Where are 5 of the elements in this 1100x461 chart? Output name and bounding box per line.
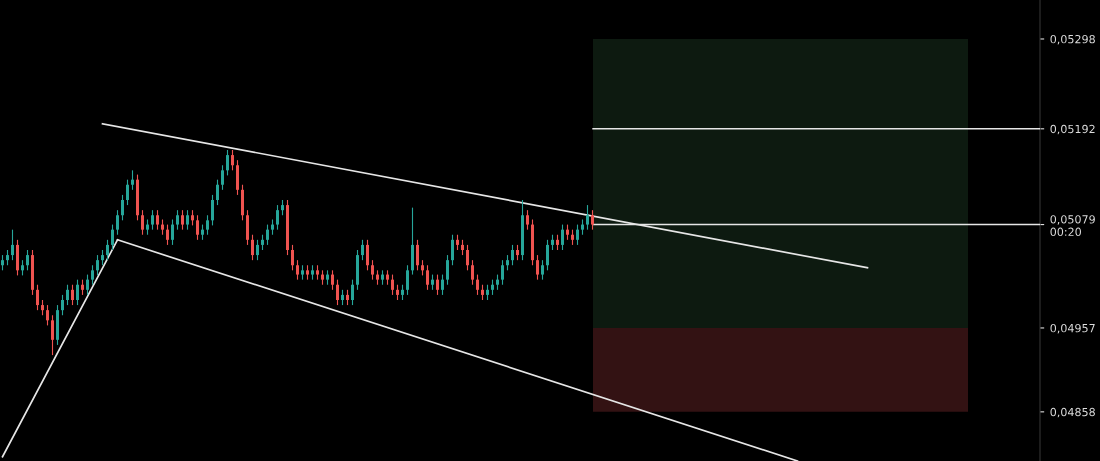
y-tick-label: 0,05079 00:20 [1050,215,1095,237]
y-tick-label: 0,05192 [1050,124,1095,135]
y-tick-label: 0,04957 [1050,323,1095,334]
y-tick-label: 0,05298 [1050,34,1095,45]
y-tick-label: 0,04858 [1050,407,1095,418]
